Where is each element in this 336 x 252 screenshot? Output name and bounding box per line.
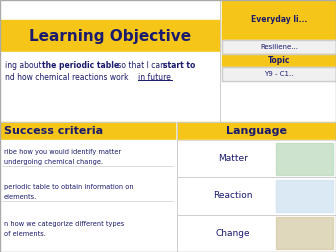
Bar <box>222 67 336 81</box>
Text: elements.: elements. <box>4 194 37 200</box>
Text: the periodic table: the periodic table <box>42 60 119 70</box>
Text: undergoing chemical change.: undergoing chemical change. <box>4 159 103 165</box>
Text: of elements.: of elements. <box>4 231 46 237</box>
Text: Y9 - C1..: Y9 - C1.. <box>264 71 294 77</box>
Text: in future: in future <box>138 73 171 81</box>
Text: Resiliene...: Resiliene... <box>260 44 298 50</box>
Bar <box>0 20 220 52</box>
Bar <box>222 40 336 54</box>
Text: so that I can: so that I can <box>115 60 167 70</box>
Bar <box>0 52 220 122</box>
Bar <box>222 54 336 67</box>
Bar <box>0 122 175 140</box>
Bar <box>177 140 336 177</box>
Bar <box>222 40 336 54</box>
Bar <box>276 217 333 249</box>
Text: Topic: Topic <box>268 56 290 65</box>
Text: Matter: Matter <box>218 154 248 163</box>
Bar <box>177 177 336 215</box>
Text: ribe how you would identify matter: ribe how you would identify matter <box>4 149 121 155</box>
Bar <box>276 180 333 212</box>
Text: Reaction: Reaction <box>213 192 252 201</box>
Bar <box>276 143 333 175</box>
Bar <box>177 177 336 215</box>
Bar <box>222 67 336 81</box>
Bar <box>177 122 336 140</box>
Bar <box>222 0 336 40</box>
Text: Everyday li...: Everyday li... <box>251 16 307 24</box>
Text: Change: Change <box>215 229 250 238</box>
Text: ing about: ing about <box>5 60 44 70</box>
Text: Learning Objective: Learning Objective <box>29 28 191 44</box>
Text: Language: Language <box>226 126 287 136</box>
Text: Success criteria: Success criteria <box>4 126 103 136</box>
Text: periodic table to obtain information on: periodic table to obtain information on <box>4 184 134 190</box>
Bar <box>177 140 336 177</box>
Text: nd how chemical reactions work: nd how chemical reactions work <box>5 73 131 81</box>
Text: n how we categorize different types: n how we categorize different types <box>4 221 124 227</box>
Bar <box>0 140 175 252</box>
Bar <box>177 215 336 252</box>
Bar <box>177 215 336 252</box>
Text: start to: start to <box>163 60 195 70</box>
